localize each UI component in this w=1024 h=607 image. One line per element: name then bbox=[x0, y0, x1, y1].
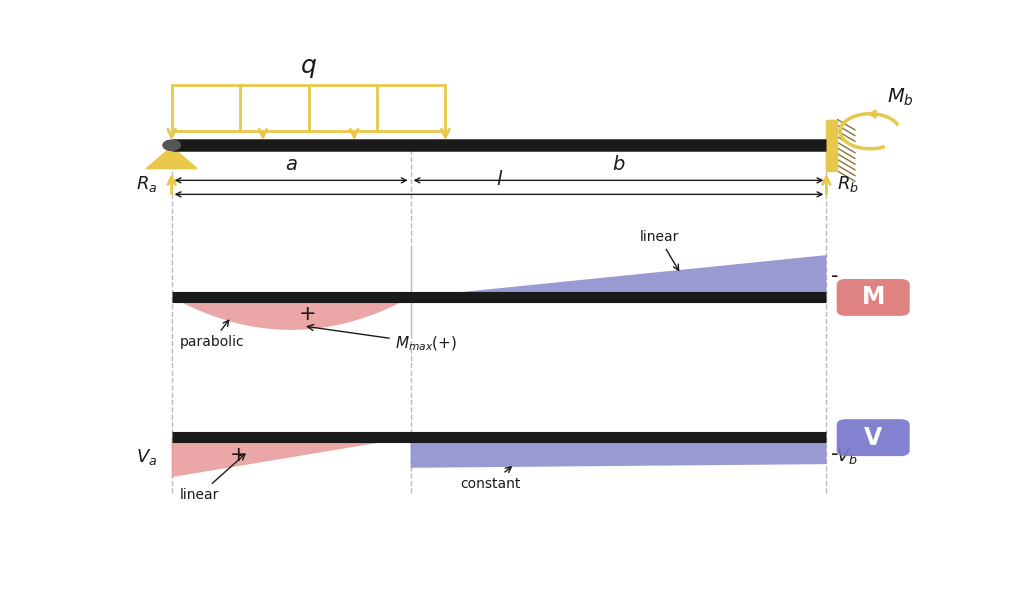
Text: l: l bbox=[497, 170, 502, 189]
Text: +: + bbox=[229, 446, 248, 466]
Circle shape bbox=[163, 140, 180, 151]
Text: constant: constant bbox=[461, 467, 521, 490]
Bar bbox=[826, 120, 838, 171]
Text: $V_b$: $V_b$ bbox=[836, 446, 858, 466]
Text: $R_a$: $R_a$ bbox=[136, 174, 158, 194]
Text: $M_b$: $M_b$ bbox=[888, 87, 914, 108]
Text: +: + bbox=[299, 304, 316, 324]
Text: $V_a$: $V_a$ bbox=[136, 447, 158, 467]
Text: V: V bbox=[864, 426, 883, 450]
Text: $R_b$: $R_b$ bbox=[838, 174, 859, 194]
Polygon shape bbox=[172, 438, 411, 477]
Text: linear: linear bbox=[179, 454, 245, 502]
Polygon shape bbox=[411, 438, 826, 468]
Bar bbox=[172, 84, 445, 131]
Text: M: M bbox=[861, 285, 885, 310]
FancyBboxPatch shape bbox=[837, 419, 909, 456]
Text: linear: linear bbox=[639, 230, 679, 270]
Text: q: q bbox=[301, 53, 316, 78]
Text: $M_{max}(+)$: $M_{max}(+)$ bbox=[307, 324, 457, 353]
Text: b: b bbox=[612, 155, 625, 174]
Polygon shape bbox=[146, 147, 197, 169]
Text: a: a bbox=[285, 155, 297, 174]
FancyBboxPatch shape bbox=[837, 279, 909, 316]
Text: -: - bbox=[830, 444, 838, 464]
Polygon shape bbox=[411, 255, 826, 297]
Polygon shape bbox=[172, 297, 411, 330]
Text: parabolic: parabolic bbox=[179, 320, 244, 349]
Text: -: - bbox=[830, 266, 838, 286]
